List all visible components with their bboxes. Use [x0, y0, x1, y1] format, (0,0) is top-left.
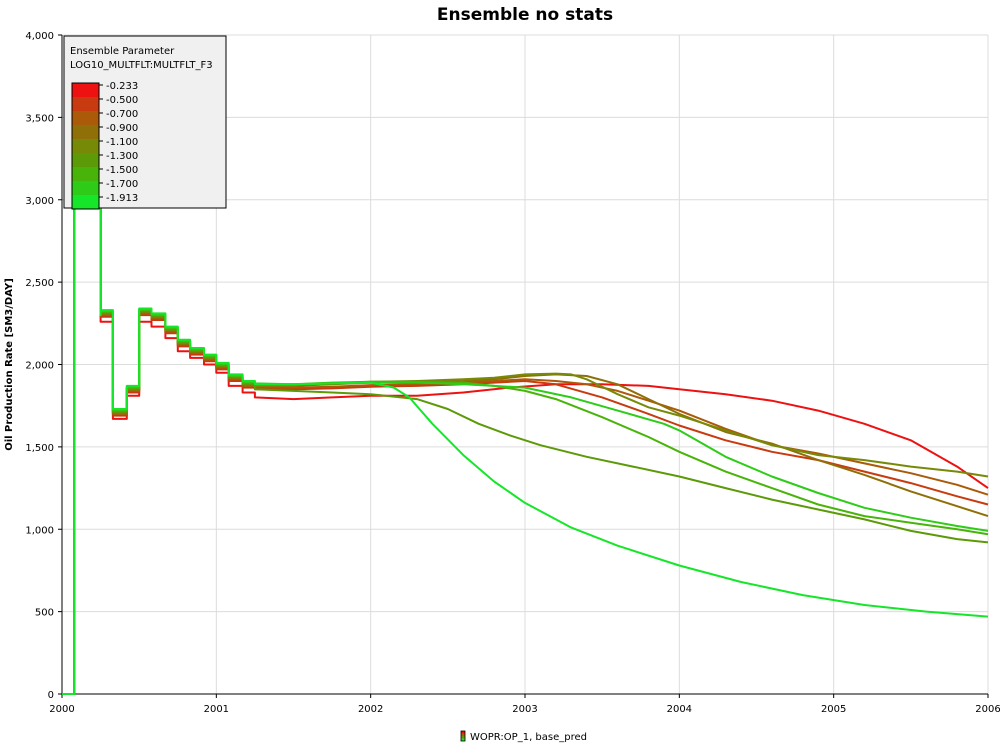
- legend-swatch: [72, 153, 99, 167]
- legend-label: -1.913: [106, 193, 138, 204]
- series-line: [62, 58, 989, 695]
- legend-swatch: [72, 111, 99, 125]
- x-tick-label: 2005: [821, 704, 846, 715]
- legend-label: -1.500: [106, 165, 138, 176]
- legend-icon-frame: [460, 730, 466, 742]
- legend-icon-segment: [461, 733, 465, 736]
- legend-label: -0.900: [106, 123, 138, 134]
- x-tick-label: 2003: [512, 704, 537, 715]
- footer-legend-label: WOPR:OP_1, base_pred: [470, 732, 587, 743]
- series-legend-icon: [460, 730, 466, 742]
- x-tick-label: 2004: [667, 704, 692, 715]
- x-tick-label: 2002: [358, 704, 383, 715]
- x-tick-label: 2006: [975, 704, 1000, 715]
- y-tick-label: 500: [35, 608, 54, 619]
- legend-label: -0.700: [106, 109, 138, 120]
- y-tick-label: 3,000: [25, 196, 54, 207]
- chart-title: Ensemble no stats: [437, 5, 613, 25]
- y-tick-label: 4,000: [25, 31, 54, 42]
- legend-icon-segment: [461, 738, 465, 741]
- footer-legend[interactable]: WOPR:OP_1, base_pred: [460, 730, 587, 743]
- legend-label: -1.700: [106, 179, 138, 190]
- legend-swatch: [72, 167, 99, 181]
- y-tick-label: 1,000: [25, 525, 54, 536]
- y-axis-label: Oil Production Rate [SM3/DAY]: [4, 278, 15, 451]
- legend[interactable]: Ensemble Parameter LOG10_MULTFLT:MULTFLT…: [63, 35, 227, 210]
- series-group: [62, 58, 989, 695]
- legend-label: -0.233: [106, 81, 138, 92]
- legend-swatch: [72, 97, 99, 111]
- y-tick-label: 0: [48, 690, 54, 701]
- legend-icon-segment: [461, 731, 465, 734]
- legend-swatch: [72, 195, 99, 209]
- y-tick-label: 1,500: [25, 443, 54, 454]
- legend-icon-segment: [461, 736, 465, 739]
- legend-subtitle: LOG10_MULTFLT:MULTFLT_F3: [70, 60, 213, 71]
- y-tick-label: 2,000: [25, 361, 54, 372]
- legend-entries: -0.233 -0.500 -0.700 -0.900 -1.100 -1.300 -1.5…: [71, 81, 138, 210]
- legend-swatch: [72, 181, 99, 195]
- legend-label: -1.100: [106, 137, 138, 148]
- legend-label: -1.300: [106, 151, 138, 162]
- series-line: [62, 58, 989, 695]
- legend-swatch: [72, 83, 99, 97]
- tick-labels: 2000 2001 2002 2003 2004 2005 2006 0 500 1,000 1,5…: [25, 31, 1000, 715]
- legend-title: Ensemble Parameter: [70, 46, 175, 57]
- legend-colorbar-frame: [71, 82, 100, 210]
- x-tick-label: 2001: [204, 704, 229, 715]
- legend-swatch: [72, 125, 99, 139]
- legend-label: -0.500: [106, 95, 138, 106]
- x-tick-label: 2000: [49, 704, 74, 715]
- series-line: [62, 58, 989, 695]
- legend-swatch: [72, 139, 99, 153]
- y-tick-label: 3,500: [25, 113, 54, 124]
- y-tick-label: 2,500: [25, 278, 54, 289]
